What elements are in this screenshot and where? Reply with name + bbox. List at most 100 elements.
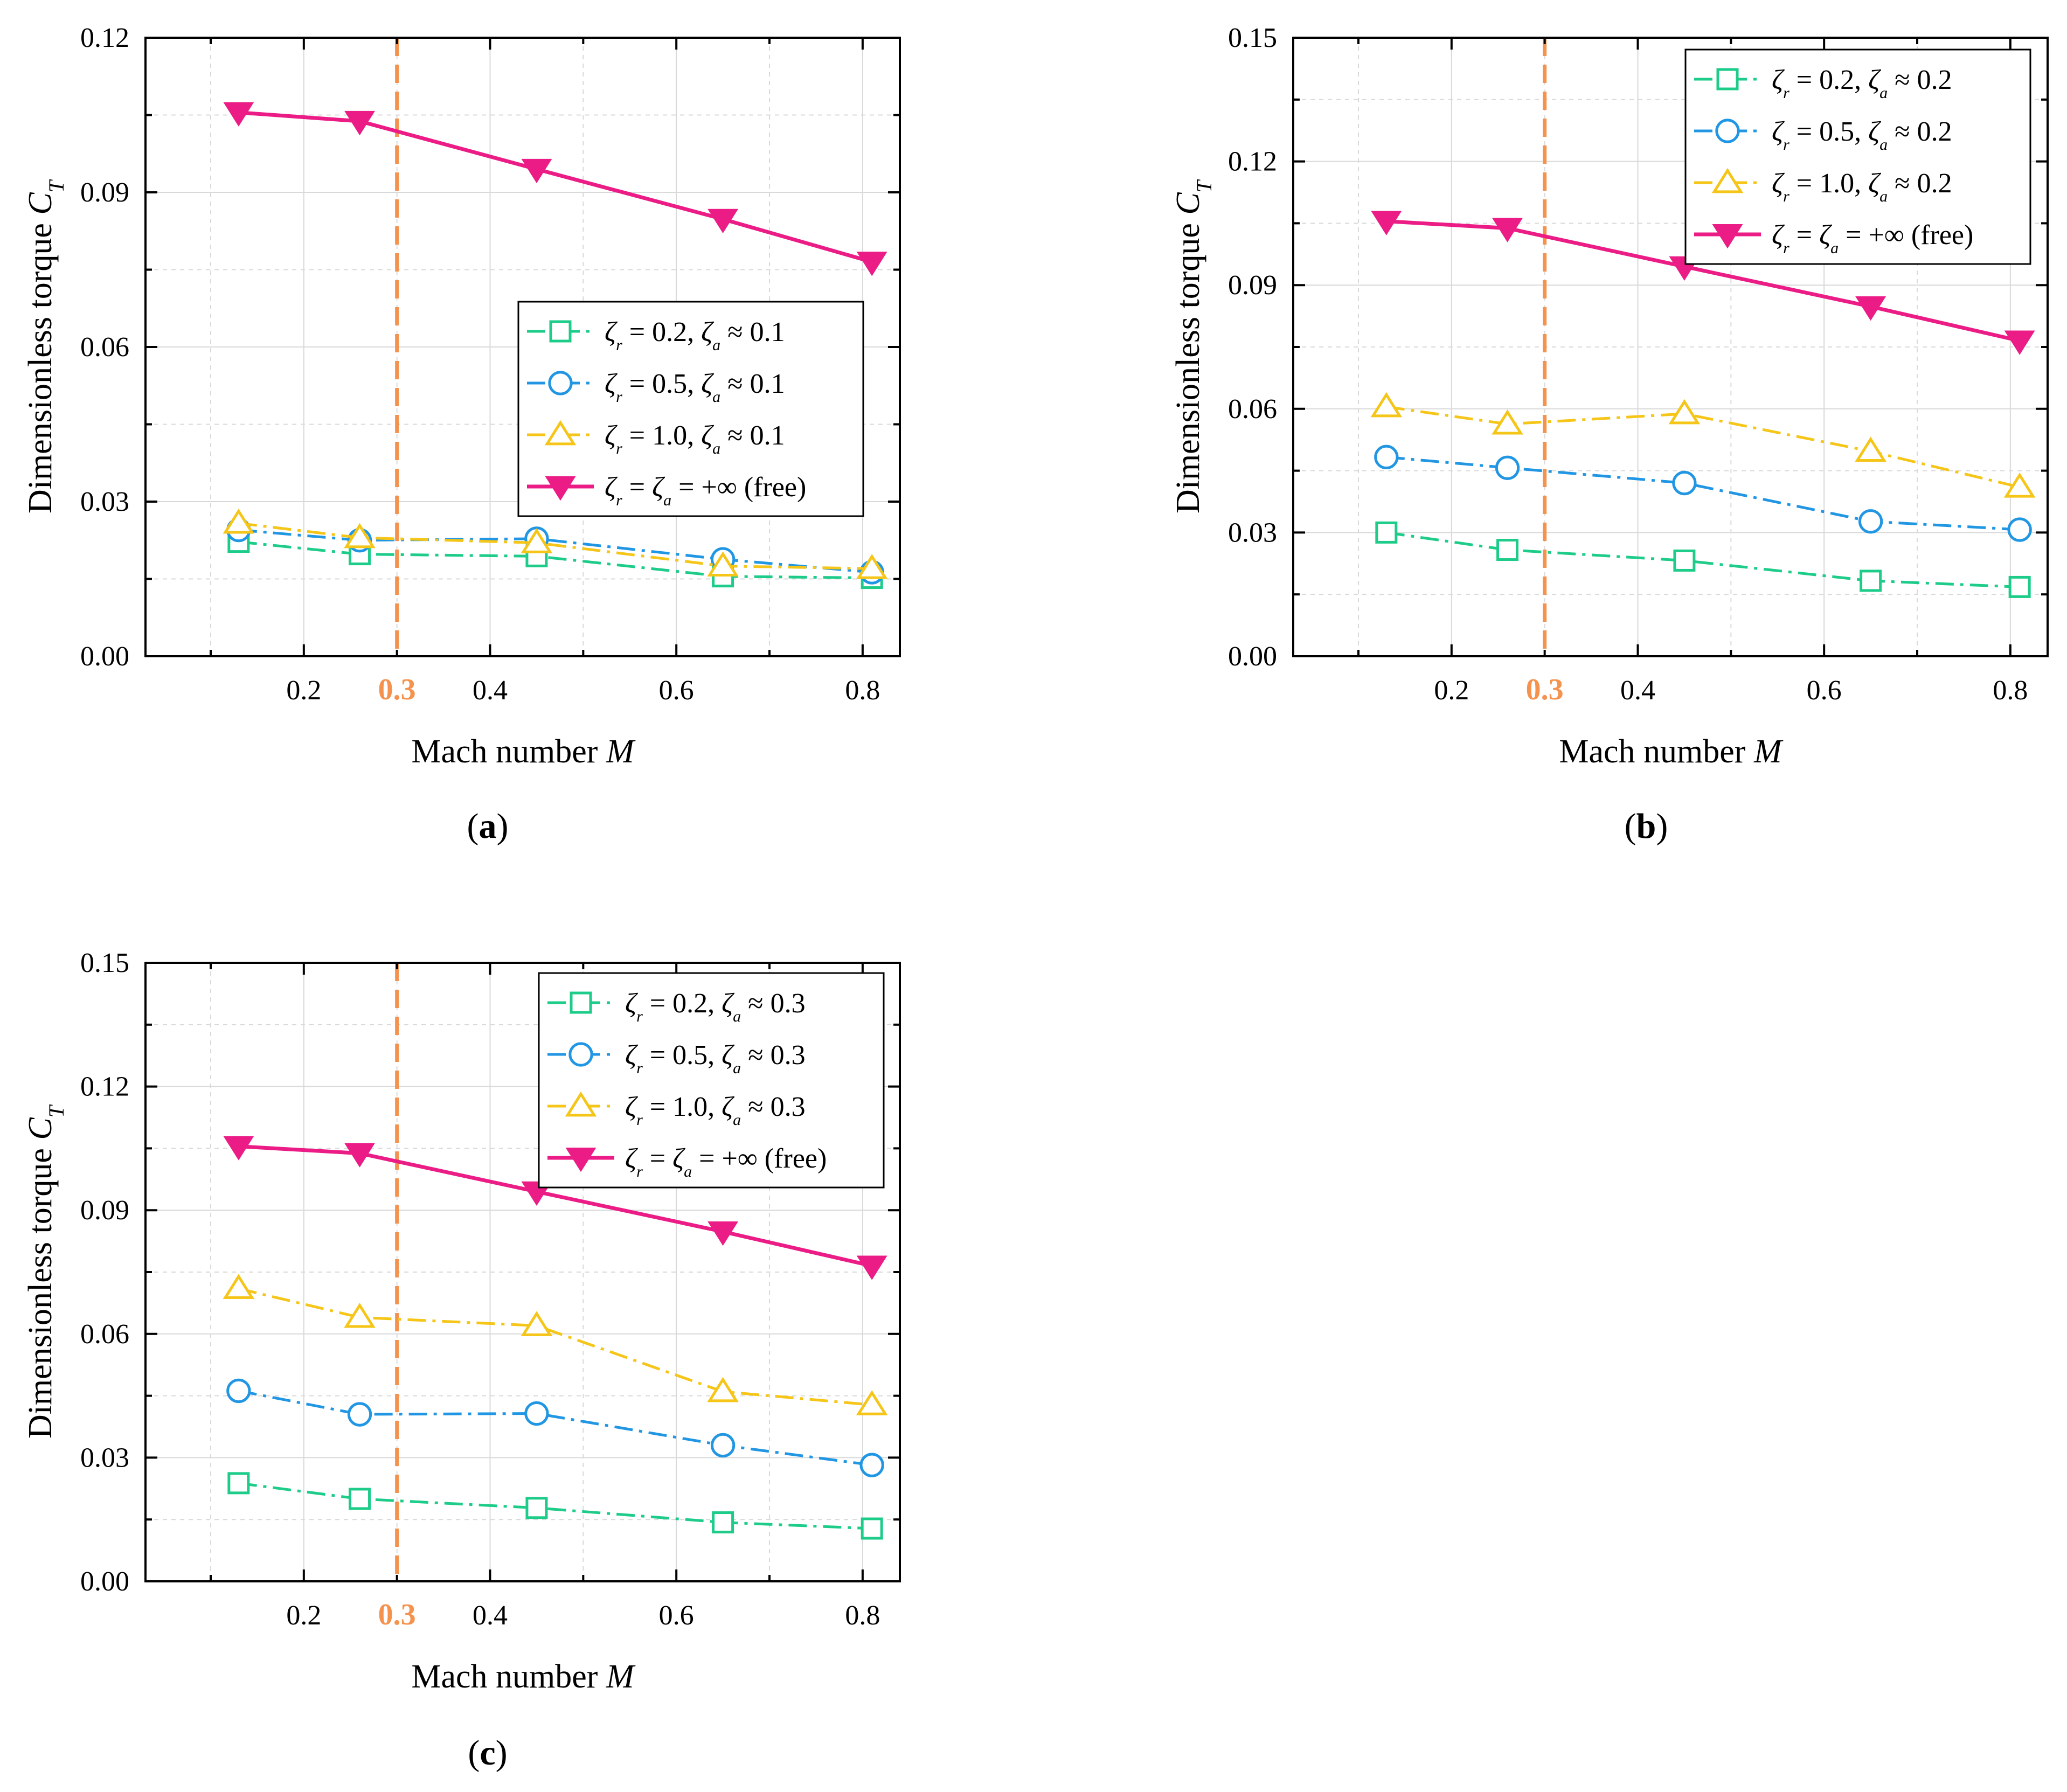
data-point	[347, 1402, 372, 1427]
data-point	[223, 1274, 255, 1299]
legend-label: ζr = 1.0, ζa ≈ 0.1	[605, 420, 785, 457]
data-point	[1672, 470, 1697, 496]
series-line	[238, 110, 873, 264]
legend: ζr = 0.2, ζa ≈ 0.2 ζr = 0.5, ζa ≈ 0.2 ζr =…	[1684, 48, 2031, 265]
x-axis: 0.2 0.4 0.6 0.8 0.3	[1357, 38, 2028, 706]
x-tick-label: 0.6	[659, 675, 694, 706]
legend-box	[538, 972, 885, 1189]
chart-panel-a: 0.00 0.03 0.06 0.09 0.12 0.2 0.4 0.6 0.8 0.3 Mach …	[22, 23, 901, 846]
data-point	[521, 528, 553, 553]
x-tick-label: 0.8	[845, 675, 880, 706]
series-line	[1386, 405, 2020, 489]
x-tick-label: 0.8	[1993, 675, 2028, 706]
chart-panel-b: 0.00 0.03 0.06 0.09 0.12 0.15 0.2 0.4 0.6 0.8 0.3 M…	[1170, 23, 2049, 846]
series-line	[238, 522, 872, 570]
x-axis-label: Mach number M	[411, 1658, 636, 1695]
y-tick-label: 0.15	[1228, 23, 1277, 53]
data-point	[859, 1453, 884, 1477]
legend-label: ζr = ζa = +∞ (free)	[1772, 220, 1973, 257]
data-point	[1375, 521, 1398, 544]
y-tick-label: 0.12	[1228, 147, 1277, 177]
data-point	[344, 523, 376, 548]
legend-marker	[565, 1091, 597, 1117]
data-point	[856, 252, 887, 276]
legend-marker	[565, 1147, 596, 1172]
data-point	[524, 1401, 549, 1426]
data-point	[227, 1472, 250, 1495]
series-4	[223, 102, 887, 276]
data-point	[2008, 575, 2031, 598]
y-tick-label: 0.09	[1228, 270, 1277, 301]
y-tick-label: 0.09	[80, 1195, 129, 1226]
y-tick-label: 0.15	[80, 948, 129, 978]
y-axis-label: Dimensionless torque CT	[22, 1104, 68, 1439]
data-point	[1371, 211, 1402, 235]
y-axis: 0.00 0.03 0.06 0.09 0.12 0.15	[1228, 23, 2048, 672]
series-3	[1370, 392, 2036, 498]
data-point	[856, 1255, 887, 1280]
x-tick-label: 0.2	[1434, 675, 1469, 706]
series-line	[238, 540, 872, 580]
y-tick-label: 0.00	[80, 641, 129, 672]
data-point	[521, 1311, 553, 1336]
series-3	[223, 1274, 888, 1415]
panel-label: (a)	[467, 807, 509, 846]
x-tick-label: 0.4	[1620, 675, 1655, 706]
series-line	[238, 1389, 872, 1467]
reference-line-label: 0.3	[1526, 673, 1564, 706]
legend-label: ζr = 0.2, ζa ≈ 0.3	[625, 988, 806, 1025]
series-3	[223, 508, 888, 579]
data-point	[344, 110, 375, 136]
legend-label: ζr = 0.2, ζa ≈ 0.2	[1772, 65, 1952, 102]
legend-box	[517, 301, 864, 517]
series-1	[227, 1472, 883, 1540]
data-point	[1492, 409, 1523, 435]
y-axis-label: Dimensionless torque CT	[22, 179, 68, 513]
data-point	[861, 1517, 883, 1540]
panel-label: (b)	[1625, 807, 1668, 846]
x-tick-label: 0.6	[1807, 675, 1842, 706]
series-line	[238, 1482, 872, 1530]
legend-marker	[1711, 168, 1744, 193]
y-tick-label: 0.00	[80, 1566, 129, 1597]
series-4	[1371, 211, 2035, 355]
legend-label: ζr = ζa = +∞ (free)	[625, 1143, 827, 1180]
legend-label: ζr = 0.2, ζa ≈ 0.1	[605, 317, 785, 354]
y-tick-label: 0.06	[80, 332, 129, 363]
legend-marker	[570, 991, 592, 1014]
series-line	[238, 529, 872, 574]
legend-label: ζr = ζa = +∞ (free)	[605, 472, 806, 509]
x-axis-label: Mach number M	[411, 733, 636, 770]
data-point	[349, 1488, 371, 1510]
y-tick-label: 0.03	[1228, 517, 1277, 548]
data-point	[712, 1511, 734, 1534]
x-axis: 0.2 0.4 0.6 0.8 0.3	[209, 963, 880, 1631]
x-tick-label: 0.6	[659, 1600, 694, 1631]
legend-marker	[1712, 224, 1743, 249]
legend-label: ζr = 0.5, ζa ≈ 0.3	[625, 1040, 806, 1077]
data-point	[344, 1143, 375, 1168]
legend-label: ζr = 0.5, ζa ≈ 0.1	[605, 369, 785, 406]
data-point	[1858, 509, 1883, 534]
y-tick-label: 0.09	[80, 177, 129, 208]
y-axis: 0.00 0.03 0.06 0.09 0.12	[80, 23, 900, 672]
legend-box	[1684, 48, 2031, 265]
legend-marker	[568, 1042, 593, 1067]
legend-marker	[549, 320, 572, 343]
data-point	[856, 554, 888, 579]
x-axis: 0.2 0.4 0.6 0.8 0.3	[209, 38, 880, 706]
data-point	[223, 508, 255, 534]
y-tick-label: 0.06	[1228, 394, 1277, 425]
y-axis-label: Dimensionless torque CT	[1170, 179, 1216, 513]
x-tick-label: 0.2	[286, 675, 321, 706]
data-point	[223, 1136, 254, 1161]
series-line	[238, 1287, 872, 1406]
data-point	[2004, 330, 2035, 355]
data-point	[856, 1390, 888, 1415]
series-2	[226, 517, 884, 585]
data-point	[521, 158, 552, 184]
y-tick-label: 0.12	[80, 23, 129, 53]
panel-label: (c)	[468, 1733, 507, 1773]
series-2	[226, 1378, 884, 1477]
